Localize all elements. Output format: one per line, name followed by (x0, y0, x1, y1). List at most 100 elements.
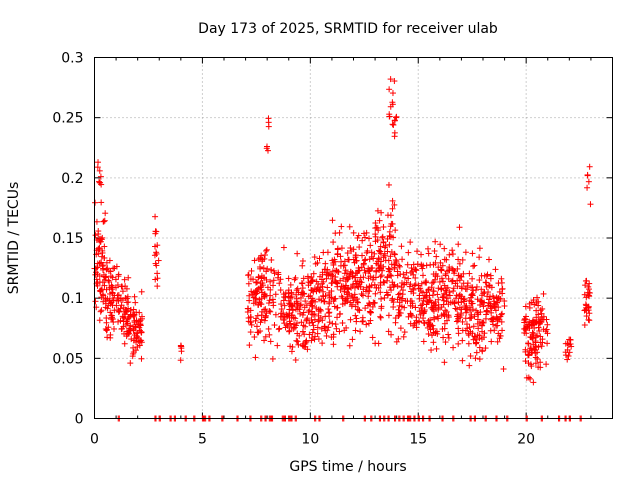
data-point (341, 270, 348, 277)
data-point (328, 288, 335, 295)
data-point (309, 329, 316, 336)
data-point (362, 234, 369, 241)
data-point (304, 346, 311, 353)
data-point (125, 299, 132, 306)
data-point (119, 283, 126, 290)
data-point (457, 310, 464, 317)
data-point (251, 257, 258, 264)
data-point (492, 307, 499, 314)
data-point (394, 272, 401, 279)
data-point (499, 285, 506, 292)
data-point (306, 320, 313, 327)
data-point (365, 235, 372, 242)
data-point (247, 319, 254, 326)
data-point (391, 201, 398, 208)
data-point (313, 288, 320, 295)
data-point (339, 320, 346, 327)
data-point (303, 302, 310, 309)
data-point (280, 297, 287, 304)
data-point (380, 223, 387, 230)
data-point (374, 207, 381, 214)
data-point (423, 292, 430, 299)
data-point (152, 213, 159, 220)
data-point (350, 281, 357, 288)
data-point (530, 296, 537, 303)
data-point (343, 324, 350, 331)
data-point (281, 320, 288, 327)
data-point (446, 251, 453, 258)
data-point (522, 316, 529, 323)
data-point (531, 301, 538, 308)
data-point (459, 318, 466, 325)
data-point (359, 314, 366, 321)
data-point (450, 288, 457, 295)
data-point (389, 90, 396, 97)
data-point (453, 318, 460, 325)
data-point (285, 287, 292, 294)
data-point (357, 274, 364, 281)
data-point (391, 133, 398, 140)
data-point (470, 323, 477, 330)
data-point (377, 282, 384, 289)
data-point (405, 313, 412, 320)
data-point (255, 256, 262, 263)
data-point (532, 360, 539, 367)
y-tick-label: 0.05 (52, 351, 83, 367)
data-point (337, 310, 344, 317)
data-point (333, 325, 340, 332)
data-point (152, 228, 159, 235)
data-point (353, 257, 360, 264)
data-point (459, 337, 466, 344)
data-point (478, 286, 485, 293)
data-point (488, 284, 495, 291)
data-point (319, 280, 326, 287)
data-point (265, 115, 272, 122)
data-point (434, 291, 441, 298)
data-point (317, 306, 324, 313)
data-point (352, 303, 359, 310)
data-point (330, 331, 337, 338)
data-point (261, 293, 268, 300)
data-point (498, 275, 505, 282)
data-point (487, 300, 494, 307)
data-point (311, 254, 318, 261)
data-point (329, 276, 336, 283)
data-point (438, 275, 445, 282)
data-point (487, 305, 494, 312)
plot-frame (94, 57, 613, 419)
data-point (152, 260, 159, 267)
data-point (522, 303, 529, 310)
data-point (449, 247, 456, 254)
data-point (425, 250, 432, 257)
data-point (271, 270, 278, 277)
data-point (534, 332, 541, 339)
data-point (372, 238, 379, 245)
data-point (281, 302, 288, 309)
data-point (442, 307, 449, 314)
data-point (379, 267, 386, 274)
data-point (117, 295, 124, 302)
data-point (300, 343, 307, 350)
data-point (271, 322, 278, 329)
data-point (398, 297, 405, 304)
data-point (293, 291, 300, 298)
data-point (564, 356, 571, 363)
data-point (405, 275, 412, 282)
data-point (395, 306, 402, 313)
data-point (351, 294, 358, 301)
data-point (331, 303, 338, 310)
data-point (452, 305, 459, 312)
data-point (308, 302, 315, 309)
data-point (294, 330, 301, 337)
data-point (355, 283, 362, 290)
data-point (277, 287, 284, 294)
y-tick-label: 0 (75, 412, 84, 428)
data-point (529, 329, 536, 336)
data-point (323, 332, 330, 339)
data-point (261, 337, 268, 344)
data-point (445, 301, 452, 308)
data-point (103, 327, 110, 334)
x-tick-label: 0 (90, 432, 99, 448)
data-point (397, 325, 404, 332)
data-point (354, 306, 361, 313)
